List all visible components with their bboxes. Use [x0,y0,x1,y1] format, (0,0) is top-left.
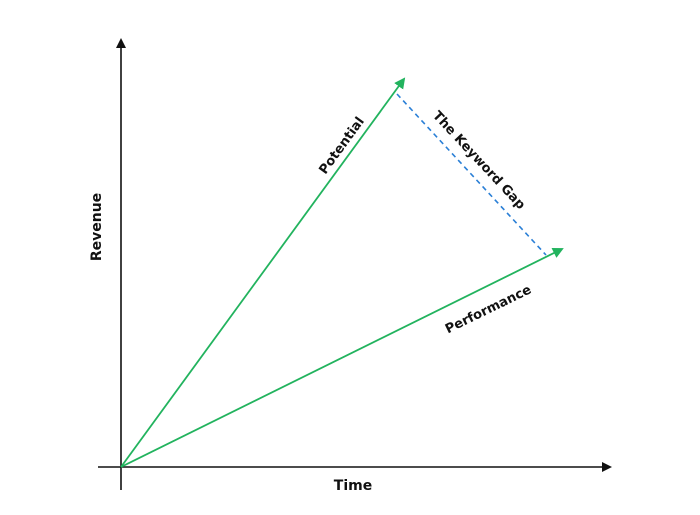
potential-line [120,77,406,468]
x-axis-label: Time [334,478,372,494]
performance-label: Performance [443,282,534,337]
keyword-gap-line [396,93,547,256]
y-axis-label: Revenue [89,193,105,261]
potential-label: Potential [317,115,368,178]
keyword-gap-label: The Keyword Gap [429,108,528,212]
performance-line [120,248,564,468]
